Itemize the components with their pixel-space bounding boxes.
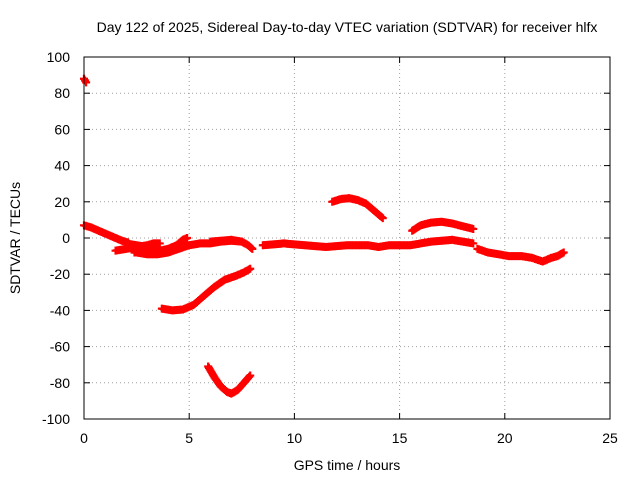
series-arc-13 xyxy=(473,244,568,266)
x-tick-label: 25 xyxy=(602,430,618,446)
series-arc-9 xyxy=(206,235,257,253)
data-point xyxy=(378,214,387,223)
x-axis-label: GPS time / hours xyxy=(294,457,401,473)
data-points xyxy=(80,74,568,398)
y-tick-label: -60 xyxy=(50,339,70,355)
y-tick-label: 0 xyxy=(62,230,70,246)
data-point xyxy=(469,224,478,233)
y-tick-label: 60 xyxy=(54,121,70,137)
x-tick-label: 15 xyxy=(392,430,408,446)
x-tick-label: 0 xyxy=(80,430,88,446)
data-point xyxy=(248,244,257,253)
data-point xyxy=(246,264,255,273)
data-point xyxy=(82,78,91,87)
y-tick-label: 80 xyxy=(54,85,70,101)
y-tick-label: -20 xyxy=(50,266,70,282)
series-arc-8 xyxy=(204,362,255,398)
data-point xyxy=(246,371,255,380)
series-arc-11 xyxy=(328,194,387,223)
y-tick-label: -100 xyxy=(42,411,70,427)
series-arc-10 xyxy=(258,235,478,252)
data-point xyxy=(469,239,478,248)
data-point xyxy=(183,234,192,242)
series-arc-7 xyxy=(157,264,255,315)
axis-ticks: 0 5 10 15 20 25 -100 -80 -60 -40 -20 0 20 40 60 80 100 xyxy=(42,49,618,446)
x-tick-label: 5 xyxy=(185,430,193,446)
y-tick-label: 40 xyxy=(54,158,70,174)
data-point xyxy=(559,248,568,257)
y-tick-label: -40 xyxy=(50,302,70,318)
x-tick-label: 20 xyxy=(497,430,513,446)
y-tick-label: -80 xyxy=(50,375,70,391)
series-arc-12 xyxy=(408,217,478,235)
chart-title: Day 122 of 2025, Sidereal Day-to-day VTE… xyxy=(97,19,598,35)
y-axis-label: SDTVAR / TECUs xyxy=(7,182,23,294)
x-tick-label: 10 xyxy=(287,430,303,446)
y-tick-label: 20 xyxy=(54,194,70,210)
y-tick-label: 100 xyxy=(47,49,71,65)
